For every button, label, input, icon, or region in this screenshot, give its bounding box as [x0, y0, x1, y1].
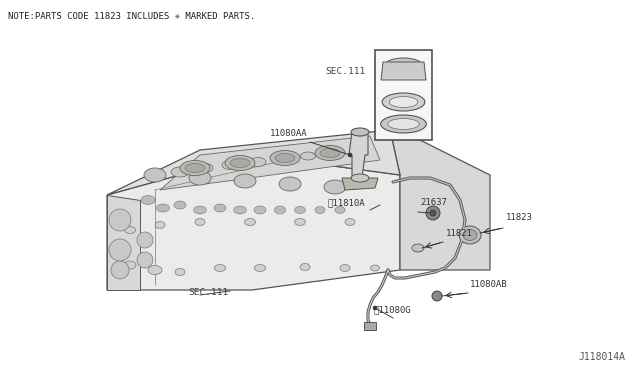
Polygon shape — [349, 132, 368, 178]
Ellipse shape — [294, 206, 305, 214]
Ellipse shape — [193, 206, 207, 214]
Circle shape — [111, 261, 129, 279]
Ellipse shape — [157, 204, 170, 212]
Ellipse shape — [148, 266, 162, 275]
Ellipse shape — [185, 164, 205, 173]
Text: ℘11810A: ℘11810A — [328, 198, 365, 207]
Text: SEC.111: SEC.111 — [188, 288, 228, 297]
Ellipse shape — [275, 154, 295, 163]
Circle shape — [432, 291, 442, 301]
Ellipse shape — [270, 151, 300, 166]
Ellipse shape — [371, 265, 380, 271]
Circle shape — [109, 239, 131, 261]
Circle shape — [137, 252, 153, 268]
Ellipse shape — [340, 264, 350, 272]
Ellipse shape — [244, 218, 255, 225]
Ellipse shape — [195, 218, 205, 225]
Ellipse shape — [389, 96, 418, 108]
Ellipse shape — [275, 206, 285, 214]
Ellipse shape — [214, 204, 226, 212]
Ellipse shape — [144, 168, 166, 182]
Ellipse shape — [315, 206, 325, 214]
Ellipse shape — [381, 115, 426, 133]
Ellipse shape — [171, 167, 189, 177]
Bar — [375, 50, 432, 140]
Ellipse shape — [125, 227, 136, 234]
Text: 11080AB: 11080AB — [470, 280, 508, 289]
Ellipse shape — [459, 226, 481, 244]
Circle shape — [373, 306, 377, 310]
Ellipse shape — [382, 93, 425, 111]
Text: 21637: 21637 — [420, 198, 447, 207]
Ellipse shape — [174, 201, 186, 209]
Text: 11821: 11821 — [446, 229, 473, 238]
Ellipse shape — [180, 160, 210, 176]
Circle shape — [109, 209, 131, 231]
Ellipse shape — [315, 145, 345, 160]
Ellipse shape — [412, 244, 424, 252]
Ellipse shape — [279, 177, 301, 191]
Circle shape — [426, 206, 440, 220]
Ellipse shape — [141, 196, 155, 205]
Ellipse shape — [351, 174, 369, 182]
Text: ℘11080G: ℘11080G — [373, 305, 411, 314]
Text: NOTE:PARTS CODE 11823 INCLUDES ✳ MARKED PARTS.: NOTE:PARTS CODE 11823 INCLUDES ✳ MARKED … — [8, 12, 255, 21]
Polygon shape — [107, 195, 140, 290]
Ellipse shape — [255, 264, 266, 272]
Ellipse shape — [351, 128, 369, 136]
Ellipse shape — [294, 218, 305, 225]
Ellipse shape — [254, 206, 266, 214]
Ellipse shape — [335, 206, 345, 214]
Bar — [364, 322, 376, 330]
Circle shape — [430, 210, 436, 216]
Ellipse shape — [324, 180, 346, 194]
Text: SEC.111: SEC.111 — [325, 67, 365, 76]
Ellipse shape — [234, 206, 246, 214]
Ellipse shape — [222, 160, 238, 170]
Ellipse shape — [197, 164, 213, 173]
Ellipse shape — [234, 174, 256, 188]
Ellipse shape — [320, 148, 340, 157]
Ellipse shape — [345, 218, 355, 225]
Ellipse shape — [250, 157, 266, 167]
Polygon shape — [107, 130, 400, 195]
Ellipse shape — [301, 152, 316, 160]
Ellipse shape — [175, 269, 185, 276]
Polygon shape — [107, 155, 400, 290]
Ellipse shape — [214, 264, 225, 272]
Polygon shape — [160, 136, 380, 190]
Ellipse shape — [326, 149, 340, 157]
Polygon shape — [390, 130, 490, 270]
Text: 11080AA: 11080AA — [270, 129, 308, 138]
Text: J118014A: J118014A — [578, 352, 625, 362]
Ellipse shape — [124, 261, 136, 269]
Circle shape — [348, 153, 352, 157]
Ellipse shape — [388, 119, 419, 129]
Polygon shape — [342, 178, 378, 190]
Polygon shape — [381, 62, 426, 80]
Ellipse shape — [300, 263, 310, 270]
Ellipse shape — [189, 171, 211, 185]
Text: 11823: 11823 — [506, 213, 533, 222]
Ellipse shape — [463, 230, 477, 241]
Ellipse shape — [275, 154, 291, 164]
Circle shape — [137, 232, 153, 248]
Ellipse shape — [230, 158, 250, 167]
Ellipse shape — [155, 221, 165, 228]
Ellipse shape — [225, 155, 255, 170]
Ellipse shape — [385, 58, 422, 72]
